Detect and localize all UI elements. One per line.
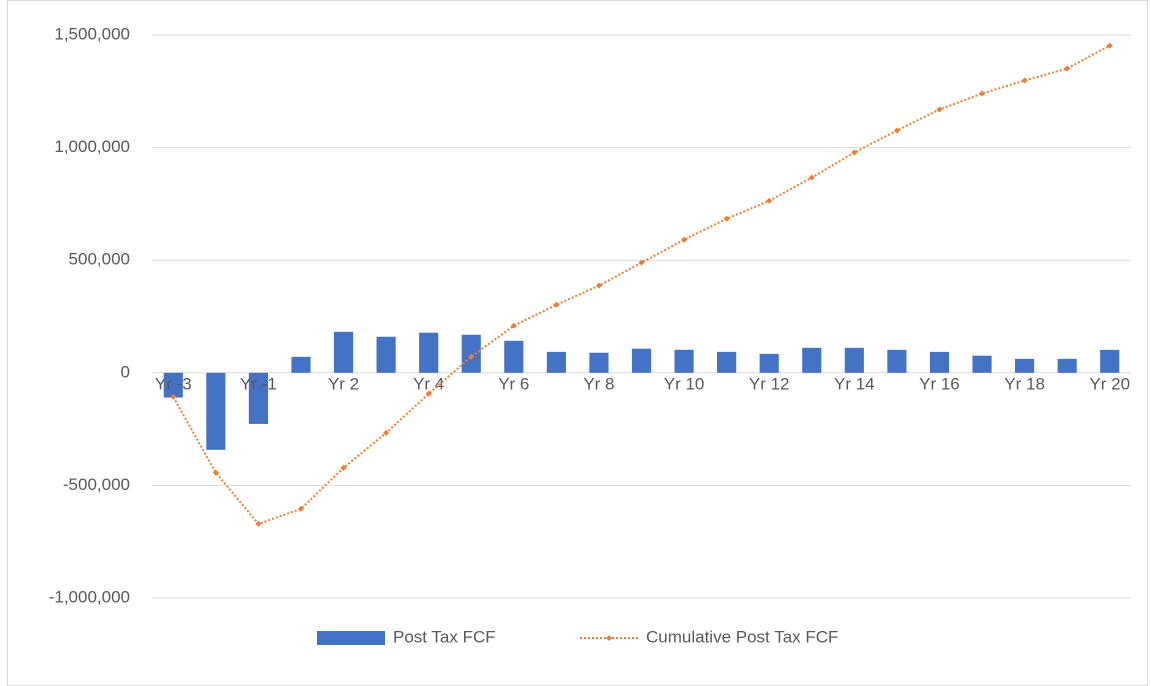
line-marker xyxy=(808,174,815,181)
line-marker xyxy=(1021,77,1028,84)
x-tick-label: Yr -1 xyxy=(240,374,277,393)
bar xyxy=(206,372,226,450)
x-tick-label: Yr -3 xyxy=(155,374,192,393)
line-marker xyxy=(936,106,943,113)
x-tick-label: Yr 6 xyxy=(498,374,529,393)
line-marker xyxy=(766,197,773,204)
line-marker xyxy=(638,259,645,266)
line-marker xyxy=(255,520,262,527)
line-marker xyxy=(170,393,177,400)
line xyxy=(172,44,1111,526)
line-marker xyxy=(510,322,517,329)
y-tick-label: 0 xyxy=(121,362,130,381)
line-marker xyxy=(297,505,304,512)
line-marker xyxy=(979,90,986,97)
y-tick-label: 1,500,000 xyxy=(54,24,130,43)
line-marker xyxy=(1106,42,1113,49)
x-tick-label: Yr 8 xyxy=(583,374,614,393)
bar xyxy=(1100,349,1120,373)
bar xyxy=(759,353,779,373)
bar xyxy=(461,334,481,373)
x-tick-label: Yr 2 xyxy=(328,374,359,393)
bar xyxy=(546,351,566,373)
x-tick-label: Yr 18 xyxy=(1004,374,1045,393)
x-tick-label: Yr 20 xyxy=(1089,374,1130,393)
bar xyxy=(504,340,524,373)
x-tick-label: Yr 12 xyxy=(749,374,790,393)
line-marker xyxy=(383,429,390,436)
bar xyxy=(1015,358,1035,373)
y-tick-label: -500,000 xyxy=(63,475,130,494)
y-tick-label: 500,000 xyxy=(69,250,130,269)
y-tick-label: -1,000,000 xyxy=(49,587,130,606)
chart-border xyxy=(7,0,1148,686)
bar xyxy=(674,349,694,373)
bar xyxy=(717,351,737,373)
bar xyxy=(248,372,268,424)
x-tick-label: Yr 16 xyxy=(919,374,960,393)
line-marker xyxy=(340,464,347,471)
line-marker xyxy=(595,282,602,289)
bar xyxy=(333,331,354,373)
bar xyxy=(291,356,311,373)
x-tick-label: Yr 14 xyxy=(834,374,875,393)
line-marker xyxy=(681,236,688,243)
bar xyxy=(163,372,183,398)
legend-marker xyxy=(606,635,612,641)
legend-swatch xyxy=(317,631,385,645)
legend-label: Cumulative Post Tax FCF xyxy=(646,627,838,646)
bar xyxy=(929,351,950,373)
x-tick-label: Yr 4 xyxy=(413,374,444,393)
line-marker xyxy=(212,469,219,476)
line-marker xyxy=(468,353,475,360)
line-marker xyxy=(893,127,900,134)
bar xyxy=(376,336,396,373)
bar xyxy=(419,332,439,373)
legend-label: Post Tax FCF xyxy=(393,627,496,646)
bar xyxy=(887,349,907,373)
bar xyxy=(631,348,652,373)
line-marker xyxy=(851,149,858,156)
bar xyxy=(972,355,992,373)
bar xyxy=(802,347,822,373)
line-marker xyxy=(1064,65,1071,72)
y-tick-label: 1,000,000 xyxy=(54,137,130,156)
line-marker xyxy=(553,301,560,308)
line-marker xyxy=(425,390,432,397)
bar xyxy=(589,352,609,373)
bar xyxy=(1057,358,1077,373)
x-tick-label: Yr 10 xyxy=(664,374,705,393)
bar xyxy=(844,347,864,373)
line-marker xyxy=(723,215,730,222)
